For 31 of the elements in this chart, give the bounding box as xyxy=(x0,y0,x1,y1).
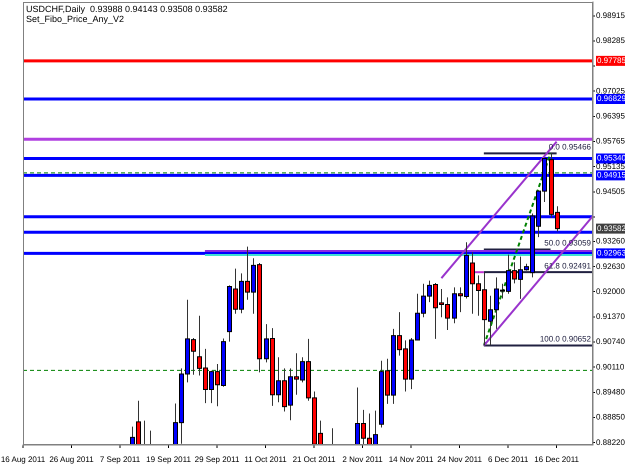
chart-title: USDCHF,Daily 0.93988 0.94143 0.93508 0.93582 xyxy=(26,4,228,14)
x-tick-label: 24 Nov 2011 xyxy=(437,455,483,464)
x-tick-label: 29 Sep 2011 xyxy=(194,455,240,464)
y-tick-label: 0.97025 xyxy=(596,86,625,96)
x-tick-label: 11 Oct 2011 xyxy=(244,455,288,464)
x-tick-label: 19 Sep 2011 xyxy=(146,455,192,464)
y-tick-label: 0.89480 xyxy=(596,388,625,397)
y-tick-label: 0.88850 xyxy=(596,412,625,422)
y-tick-label: 0.88220 xyxy=(596,438,625,447)
x-tick-label: 6 Dec 2011 xyxy=(488,455,529,464)
y-tick-label: 0.98285 xyxy=(596,36,625,46)
x-tick-label: 7 Sep 2011 xyxy=(100,455,141,464)
y-tick-label: 0.95135 xyxy=(596,162,625,171)
y-tick-label: 0.93260 xyxy=(596,236,625,246)
y-tick-label: 0.90740 xyxy=(596,337,625,346)
x-tick-label: 2 Nov 2011 xyxy=(342,455,384,464)
series-label: 100.0 0.90652 xyxy=(540,334,592,344)
x-tick-label: 16 Aug 2011 xyxy=(0,455,46,464)
x-tick-label: 14 Nov 2011 xyxy=(388,455,434,464)
x-tick-label: 16 Dec 2011 xyxy=(534,455,580,464)
x-tick-label: 26 Aug 2011 xyxy=(49,455,94,464)
y-tick-label: 0.90110 xyxy=(596,362,625,372)
y-tick-label: 0.98915 xyxy=(596,10,625,20)
y-tick-label: 0.91370 xyxy=(596,312,625,322)
x-tick-label: 21 Oct 2011 xyxy=(292,455,336,464)
y-tick-label: 0.92630 xyxy=(596,262,625,271)
y-tick-label: 0.96395 xyxy=(596,112,625,121)
y-tick-label: 0.94505 xyxy=(596,186,625,196)
y-tick-label: 0.95765 xyxy=(596,136,625,146)
text: Set_Fibo_Price_Any_V2 xyxy=(26,14,124,24)
y-tick-label: 0.92000 xyxy=(596,286,625,296)
